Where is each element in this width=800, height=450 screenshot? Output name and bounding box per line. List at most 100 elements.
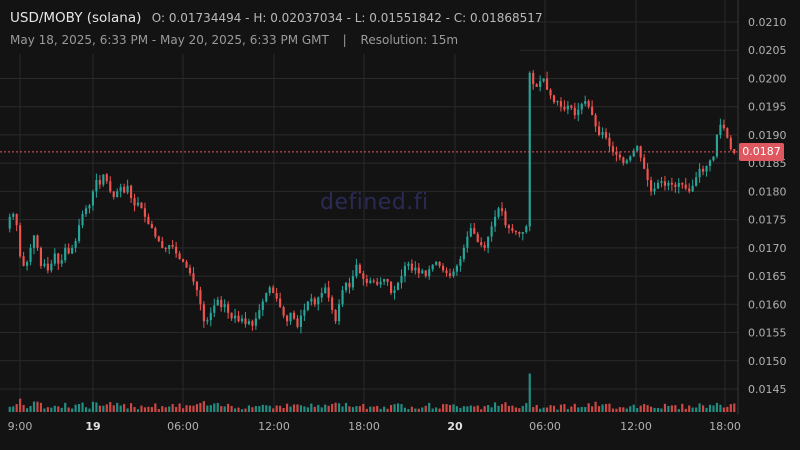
volume-bar [490,407,493,412]
volume-bar [473,406,476,412]
candle-body [410,263,413,271]
candle-body [140,202,143,209]
volume-bar [202,401,205,412]
open-label: O: [151,11,165,25]
volume-bar [511,405,514,412]
candle-body [552,95,556,103]
y-tick-label: 0.0210 [748,16,787,29]
candle-body [168,245,171,249]
volume-bar [601,404,604,412]
low-label: L: [354,11,366,25]
current-price-tag: 0.0187 [739,142,784,161]
candle-body [268,287,271,294]
volume-bar [386,408,389,412]
volume-bar [476,405,479,412]
candle-body [365,278,368,283]
resolution-label[interactable]: Resolution: 15m [360,33,459,47]
volume-bar [129,403,133,412]
volume-bar [545,407,549,412]
candle-body [528,72,531,227]
volume-bar [25,408,29,412]
volume-bar [438,408,441,412]
candle-body [684,184,687,189]
volume-bar [421,407,424,412]
volume-bar [719,404,722,412]
volume-bar [320,407,323,412]
volume-bar [164,407,167,412]
volume-bar [611,408,615,412]
x-tick-label: 18:00 [709,420,741,433]
x-tick-label: 9:00 [8,420,33,433]
candle-body [587,101,590,107]
candle-body [84,208,88,214]
candle-body [213,305,216,313]
candle-body [133,198,136,206]
y-tick-label: 0.0205 [748,44,787,57]
candle-body [324,287,327,294]
volume-bar [19,398,22,412]
candle-body [452,271,455,277]
volume-bar [84,407,88,412]
candle-body [289,312,292,322]
candle-body [303,309,306,316]
candle-body [570,105,573,108]
volume-bar [123,404,126,412]
x-axis[interactable]: 9:00 19 06:00 12:00 18:00 20 06:00 12:00 18:00 [8,420,741,433]
volume-bar [98,405,101,412]
volume-bar [722,407,725,412]
volume-bar [29,405,32,412]
volume-bar [379,408,382,412]
volume-bar [396,403,400,412]
volume-bar [414,408,417,412]
volume-bar [109,402,112,412]
volume-bar [559,404,563,412]
volume-bar [674,405,677,412]
y-tick-label: 0.0165 [748,270,787,283]
volume-bar [556,409,559,412]
candle-body [473,228,476,234]
volume-bar [95,402,98,412]
volume-bar [268,405,271,412]
candle-body [279,298,282,308]
candle-body [480,242,483,246]
candle-body [36,235,39,248]
volume-bar [102,405,105,412]
candle-body [254,318,257,326]
candle-body [376,281,379,285]
candle-body [532,72,535,85]
candle-body [57,253,60,264]
volume-bar [625,408,628,412]
candle-body [147,216,150,225]
volume-bar [240,409,244,412]
candle-body [77,225,81,242]
volume-bar [36,401,39,412]
candle-body [91,191,95,206]
candle-body [428,269,431,277]
volume-bar [493,402,497,412]
candle-body [511,228,514,231]
volume-bar [15,404,18,412]
candle-body [112,191,115,198]
candle-body [71,247,74,254]
candle-body [493,216,497,227]
candle-body [601,132,604,135]
volume-bar [417,408,420,412]
volume-bar [580,407,583,412]
candle-body [119,186,122,192]
candle-body [407,263,410,266]
candle-body [157,236,160,242]
volume-bar [532,407,535,412]
candle-body [220,299,223,308]
y-axis[interactable]: 0.02100.02050.02000.01950.01900.01850.01… [748,16,787,396]
volume-bar [74,404,77,412]
volume-bar [46,407,49,412]
candle-body [98,180,101,185]
candle-body [438,261,441,266]
candle-body [691,185,694,192]
candle-body [431,264,434,270]
candle-body [656,182,660,189]
candle-body [663,181,667,186]
volume-bar [161,406,164,412]
x-tick-label: 06:00 [167,420,199,433]
